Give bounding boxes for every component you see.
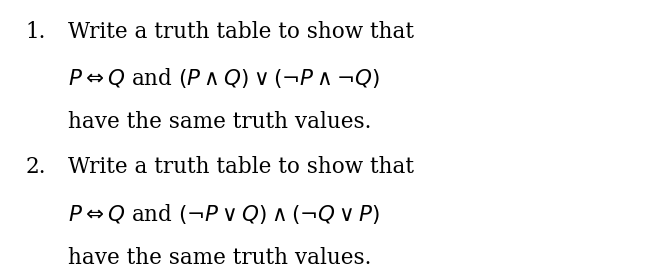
Text: Write a truth table to show that: Write a truth table to show that [68, 21, 414, 43]
Text: have the same truth values.: have the same truth values. [68, 247, 371, 269]
Text: 1.: 1. [26, 21, 46, 43]
Text: have the same truth values.: have the same truth values. [68, 111, 371, 133]
Text: $P \Leftrightarrow Q$ and $(\neg P \vee Q) \wedge (\neg Q \vee P)$: $P \Leftrightarrow Q$ and $(\neg P \vee … [68, 202, 380, 226]
Text: 2.: 2. [26, 157, 47, 178]
Text: Write a truth table to show that: Write a truth table to show that [68, 157, 414, 178]
Text: $P \Leftrightarrow Q$ and $(P \wedge Q) \vee (\neg P \wedge \neg Q)$: $P \Leftrightarrow Q$ and $(P \wedge Q) … [68, 66, 380, 90]
